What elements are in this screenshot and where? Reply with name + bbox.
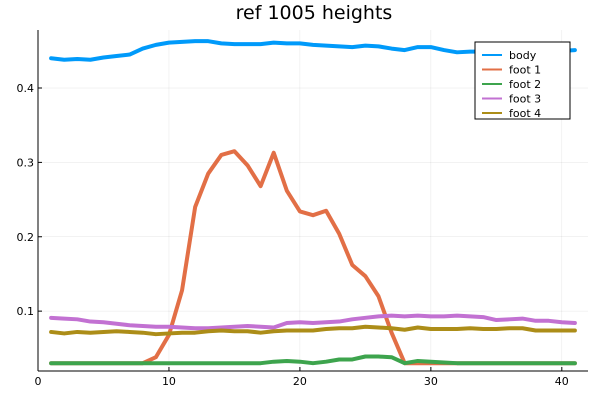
- x-tick-label: 40: [555, 375, 569, 388]
- series-line-foot-4: [49, 324, 577, 337]
- legend-label-body: body: [509, 49, 537, 62]
- series-line-foot-3: [49, 313, 577, 331]
- legend-label-foot-1: foot 1: [509, 64, 541, 77]
- x-tick-label: 20: [293, 375, 307, 388]
- x-tick-label: 10: [162, 375, 176, 388]
- chart-title: ref 1005 heights: [236, 2, 393, 24]
- x-tick-label: 30: [424, 375, 438, 388]
- legend-label-foot-2: foot 2: [509, 78, 541, 91]
- y-tick-label: 0.4: [17, 82, 35, 95]
- y-tick-label: 0.3: [17, 156, 35, 169]
- x-tick-label: 0: [35, 375, 42, 388]
- series-line-foot-2: [49, 354, 577, 366]
- y-tick-label: 0.2: [17, 231, 35, 244]
- legend-label-foot-3: foot 3: [509, 93, 541, 106]
- axes: 0 10 20 30 40 0.1 0.2 0.3 0.4: [17, 30, 588, 388]
- legend-label-foot-4: foot 4: [509, 107, 541, 120]
- y-tick-label: 0.1: [17, 305, 35, 318]
